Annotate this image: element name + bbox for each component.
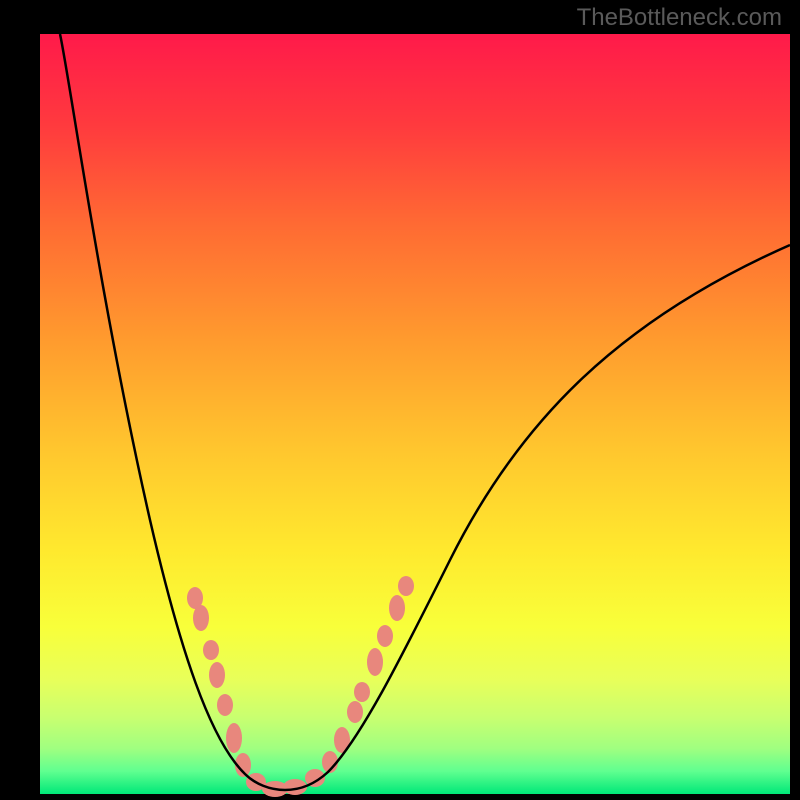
gradient-background: [40, 34, 790, 794]
watermark-text: TheBottleneck.com: [577, 4, 782, 32]
chart-container: TheBottleneck.com: [0, 0, 800, 800]
plot-area: [40, 34, 790, 794]
